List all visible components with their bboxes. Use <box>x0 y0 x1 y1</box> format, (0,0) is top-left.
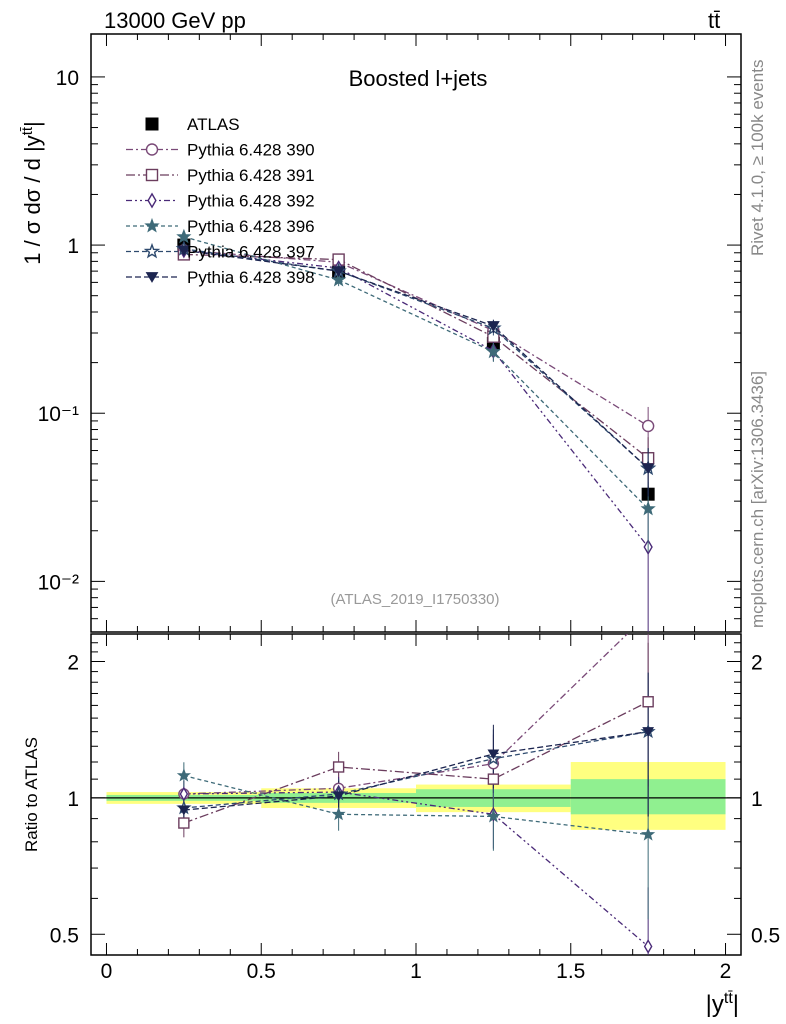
ratio-data-point <box>487 773 500 785</box>
x-tick-label: 1 <box>410 960 422 983</box>
ratio-y-tick-label-right: 0.5 <box>751 924 780 947</box>
ratio-y-tick-label-right: 1 <box>751 788 763 811</box>
ratio-data-point <box>487 749 500 760</box>
legend-marker <box>145 117 159 131</box>
series-line <box>183 249 649 548</box>
x-axis-label: |ytt̄| <box>706 990 739 1018</box>
ratio-y-tick-label: 0.5 <box>50 924 79 947</box>
data-point <box>487 321 500 332</box>
energy-label: 13000 GeV pp <box>104 8 246 33</box>
legend-marker <box>143 242 161 259</box>
data-point <box>640 500 656 516</box>
legend-label: Pythia 6.428 391 <box>187 166 315 185</box>
ratio-series-line <box>183 701 649 824</box>
legend-label: Pythia 6.428 396 <box>187 217 315 236</box>
series-line <box>183 249 649 427</box>
ratio-series-line <box>183 634 629 795</box>
ratio-series-line <box>183 731 649 809</box>
process-label: tt̄ <box>708 8 721 33</box>
data-point <box>332 266 345 278</box>
legend-marker <box>144 217 160 233</box>
series-line <box>183 236 649 510</box>
ratio-data-point <box>332 761 345 773</box>
data-point <box>641 463 655 475</box>
ratio-y-axis-label: Ratio to ATLAS <box>22 737 41 852</box>
y-axis-label: 1 / σ dσ / d |ytt̄| <box>19 121 45 265</box>
ratio-data-point <box>641 827 656 841</box>
legend-label: Pythia 6.428 397 <box>187 243 315 262</box>
ratio-data-point <box>331 806 346 821</box>
legend-marker <box>145 272 159 283</box>
analysis-id-label: (ATLAS_2019_I1750330) <box>330 591 499 608</box>
series-line <box>183 248 649 469</box>
data-point <box>641 419 655 433</box>
series-line <box>183 249 649 469</box>
ratio-y-tick-label-right: 2 <box>751 651 763 674</box>
y-tick-label: 10 <box>56 67 79 90</box>
x-tick-label: 1.5 <box>556 960 585 983</box>
data-point <box>485 343 502 359</box>
data-point <box>176 228 192 244</box>
y-tick-label: 1 <box>67 235 79 258</box>
ratio-series-line <box>183 774 649 836</box>
ratio-data-point <box>178 817 190 829</box>
data-point <box>177 245 191 257</box>
ratio-series-group <box>176 634 656 955</box>
ratio-data-point <box>176 768 191 782</box>
ratio-data-point <box>643 939 653 954</box>
ratio-data-point <box>179 786 189 802</box>
x-tick-label: 0.5 <box>247 960 276 983</box>
legend-marker <box>145 143 159 156</box>
legend-label: Pythia 6.428 392 <box>187 192 315 211</box>
ratio-series-line <box>183 791 649 947</box>
ratio-data-point <box>332 791 345 802</box>
legend-marker <box>147 192 157 209</box>
y-tick-label: 10⁻¹ <box>38 403 79 426</box>
ratio-data-point <box>642 696 654 708</box>
legend-label: Pythia 6.428 390 <box>187 141 315 160</box>
ratio-data-point <box>642 727 655 738</box>
ratio-series-line <box>183 731 649 811</box>
legend-marker <box>145 168 159 182</box>
x-tick-label: 2 <box>720 960 732 983</box>
ratio-data-point <box>486 808 501 823</box>
legend-label: Pythia 6.428 398 <box>187 268 315 287</box>
ratio-data-point <box>177 805 190 816</box>
x-tick-label: 0 <box>101 960 113 983</box>
legend-label: ATLAS <box>187 115 240 134</box>
plot-title: Boosted l+jets <box>349 66 488 91</box>
ratio-y-tick-label: 2 <box>67 651 79 674</box>
y-tick-label: 10⁻² <box>38 571 79 594</box>
ratio-y-tick-label: 1 <box>67 788 79 811</box>
